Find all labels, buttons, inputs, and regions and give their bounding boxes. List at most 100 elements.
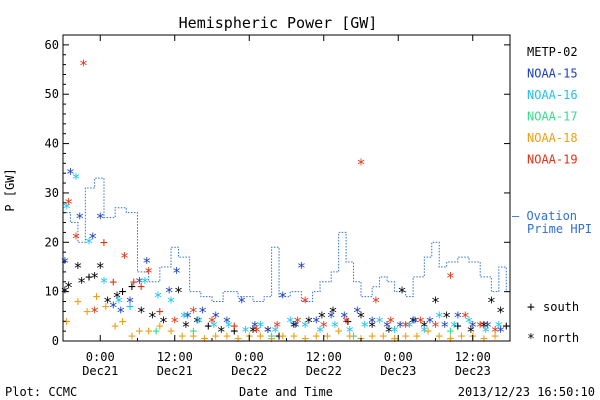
north-point: * <box>496 303 505 321</box>
chart-title: Hemispheric Power [GW] <box>179 14 378 32</box>
south-point: + <box>128 329 136 344</box>
south-point: + <box>446 324 454 339</box>
north-point: * <box>410 313 419 331</box>
north-point: * <box>304 313 313 331</box>
north-point: * <box>461 308 470 326</box>
north-point: * <box>66 165 75 183</box>
plot-timestamp: 2013/12/23 16:50:10 <box>458 385 595 399</box>
south-point: + <box>85 270 93 285</box>
north-point: * <box>289 318 298 336</box>
north-point: * <box>316 323 325 341</box>
north-point: * <box>103 294 112 312</box>
legend-entry-noaa-17: NOAA-17 <box>527 110 578 124</box>
north-point: * <box>401 318 410 336</box>
legend-ovation-line1: – Ovation <box>512 209 577 223</box>
south-point: + <box>204 319 212 334</box>
north-point: * <box>109 298 118 316</box>
south-point: + <box>102 299 110 314</box>
north-point: * <box>209 318 218 336</box>
north-point: * <box>442 308 451 326</box>
north-point: * <box>383 318 392 336</box>
south-point: + <box>350 329 358 344</box>
south-point: + <box>391 332 399 347</box>
north-point: * <box>183 308 192 326</box>
y-tick-label: 20 <box>45 235 59 249</box>
north-point: * <box>312 313 321 331</box>
x-tick-date: Dec23 <box>455 364 491 378</box>
north-point: * <box>72 229 81 247</box>
north-point: * <box>291 318 300 336</box>
north-point: * <box>397 284 406 302</box>
south-point: + <box>491 329 499 344</box>
north-point: * <box>293 313 302 331</box>
north-point: * <box>491 323 500 341</box>
y-tick-label: 50 <box>45 87 59 101</box>
south-point: + <box>93 290 101 305</box>
north-point: * <box>345 323 354 341</box>
north-point: * <box>494 318 503 336</box>
north-point: * <box>126 294 135 312</box>
ovation-prime-line <box>63 177 510 303</box>
north-point: * <box>250 318 259 336</box>
north-point: * <box>329 303 338 321</box>
north-point: * <box>180 308 189 326</box>
north-point: * <box>425 313 434 331</box>
south-point: + <box>368 329 376 344</box>
north-point: * <box>405 318 414 336</box>
south-point: + <box>74 295 82 310</box>
north-point: * <box>90 303 99 321</box>
south-point: + <box>230 319 238 334</box>
north-point: * <box>165 284 174 302</box>
north-point: * <box>420 318 429 336</box>
south-point: + <box>189 329 197 344</box>
south-point: + <box>480 332 488 347</box>
south-point: + <box>458 329 466 344</box>
south-point: + <box>135 324 143 339</box>
south-point: + <box>145 324 153 339</box>
north-point: * <box>479 318 488 336</box>
north-point: * <box>263 323 272 341</box>
north-point: * <box>144 264 153 282</box>
south-point: + <box>290 329 298 344</box>
north-point: * <box>88 229 97 247</box>
legend-north-label: north <box>543 331 579 345</box>
north-point: * <box>62 200 71 218</box>
legend: METP-02 NOAA-15 NOAA-16 NOAA-17 NOAA-18 NOAA-… <box>512 45 592 347</box>
legend-ovation-line2: Prime HPI <box>527 222 592 236</box>
north-point: * <box>211 308 220 326</box>
south-point: + <box>454 319 462 334</box>
x-tick-date: Dec21 <box>157 364 193 378</box>
south-point: + <box>230 324 238 339</box>
north-point: * <box>453 308 462 326</box>
north-point: * <box>217 323 226 341</box>
north-point: * <box>114 294 123 312</box>
north-point: * <box>148 308 157 326</box>
y-tick-label: 40 <box>45 137 59 151</box>
north-point: * <box>342 313 351 331</box>
south-point: + <box>109 275 117 290</box>
south-point: + <box>257 329 265 344</box>
north-point: * <box>487 294 496 312</box>
plot-credit: Plot: CCMC <box>5 385 77 399</box>
north-point: * <box>368 318 377 336</box>
north-point: * <box>375 313 384 331</box>
north-point: * <box>241 323 250 341</box>
north-point: * <box>79 57 88 75</box>
south-point: + <box>402 329 410 344</box>
y-tick-label: 30 <box>45 186 59 200</box>
y-axis-label: P [GW] <box>3 168 17 211</box>
north-point: * <box>116 303 125 321</box>
north-point: * <box>356 155 365 173</box>
south-point: + <box>156 319 164 334</box>
north-point: * <box>466 323 475 341</box>
south-point: + <box>223 329 231 344</box>
series-noaa-19: ****++*+ +*+*** + * * *** **** * * **** * <box>64 57 500 342</box>
north-point: * <box>194 313 203 331</box>
legend-entry-noaa-18: NOAA-18 <box>527 131 578 145</box>
north-point: * <box>396 318 405 336</box>
north-point: * <box>120 249 129 267</box>
north-point: * <box>286 313 295 331</box>
north-point: * <box>75 210 84 228</box>
north-point: * <box>360 318 369 336</box>
north-point: * <box>431 318 440 336</box>
